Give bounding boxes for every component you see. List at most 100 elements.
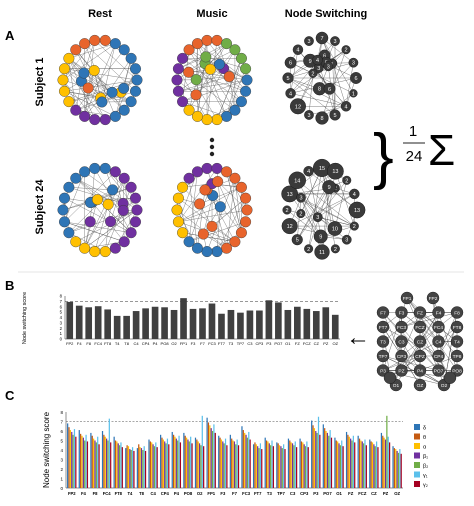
network-node <box>235 96 247 108</box>
network-node <box>172 216 184 228</box>
brain-node <box>413 335 427 348</box>
switching-node <box>315 31 329 45</box>
bar <box>226 445 228 488</box>
network-edge <box>229 76 236 111</box>
x-tick-label: PZ <box>383 491 389 496</box>
network-node <box>99 114 111 126</box>
network-edge <box>75 178 124 211</box>
x-tick-label: P4 <box>153 341 159 346</box>
network-node <box>229 172 241 184</box>
x-tick-label: FC3 <box>242 491 251 496</box>
bar <box>256 310 263 339</box>
bar <box>72 434 74 488</box>
network-node <box>109 166 121 178</box>
ellipsis-dot <box>209 144 215 150</box>
x-tick-label: CP4 <box>161 491 170 496</box>
bar <box>237 312 244 339</box>
bar <box>187 439 189 488</box>
bar <box>289 440 291 488</box>
bar <box>78 430 80 488</box>
bar <box>129 449 131 488</box>
bar <box>149 441 151 488</box>
switching-node-label: 2 <box>345 178 348 184</box>
bar <box>165 443 167 488</box>
legend-label: β₁ <box>423 454 428 460</box>
bar <box>81 435 83 488</box>
brain-node <box>432 306 445 319</box>
x-tick-label: T3 <box>229 341 234 346</box>
x-tick-label: TP7 <box>277 491 285 496</box>
bar <box>387 436 389 488</box>
network-edge <box>382 312 439 371</box>
network-node <box>63 227 75 239</box>
brain-node <box>432 364 445 377</box>
network-edge <box>94 198 136 252</box>
legend-swatch <box>414 452 420 459</box>
brain-node-network-b: FP1 FP2 F7 F3 FZ F4 F8 FT7 FC3 FCZ FC4 FT8 T3 C3 CZ C4 T… <box>376 291 464 392</box>
bar <box>246 310 254 339</box>
network-edge <box>196 43 198 80</box>
bar <box>235 444 237 488</box>
network-edge <box>321 37 354 63</box>
bar <box>284 449 286 488</box>
network-edge <box>206 178 236 252</box>
x-tick-label: FC4 <box>94 341 102 346</box>
switching-node-label: 13 <box>287 192 293 198</box>
bar <box>324 428 326 488</box>
switching-node-label: 4 <box>345 104 348 110</box>
network-node <box>118 82 130 94</box>
network-rest-subject-24 <box>57 162 143 258</box>
network-node <box>125 96 137 108</box>
ellipsis-dots <box>209 137 215 157</box>
bar <box>161 307 168 339</box>
bar <box>334 437 336 488</box>
bar <box>371 442 374 488</box>
network-edge <box>287 77 336 116</box>
brain-node-label: FP1 <box>403 296 412 302</box>
switching-node-label: 14 <box>294 178 300 184</box>
panel-a-letter: A <box>5 28 15 43</box>
network-node <box>240 192 252 204</box>
bar <box>257 446 259 488</box>
network-edge <box>64 171 85 222</box>
network-node <box>177 227 189 239</box>
network-edge <box>217 181 242 233</box>
network-edge <box>196 76 230 80</box>
bar <box>183 432 185 488</box>
bar <box>148 439 150 488</box>
network-node <box>58 63 70 75</box>
y-tick-label: 6 <box>60 429 63 434</box>
y-tick-label: 3 <box>60 320 63 325</box>
x-tick-label: C4 <box>150 491 156 496</box>
network-edge <box>62 40 95 81</box>
switching-node <box>312 212 323 223</box>
network-node <box>109 38 121 50</box>
network-edge <box>206 40 218 120</box>
switching-node-label: 4 <box>307 169 310 175</box>
x-tick-label: FC4 <box>103 491 112 496</box>
network-edge <box>195 49 236 95</box>
bar <box>98 444 100 488</box>
network-node <box>118 172 130 184</box>
y-axis-label: Node switching score <box>42 411 51 488</box>
bar <box>171 431 173 488</box>
bar <box>249 439 251 488</box>
network-edge <box>297 180 355 227</box>
network-node <box>177 181 189 193</box>
switching-node <box>315 111 329 125</box>
bar <box>177 440 179 488</box>
bar <box>156 447 158 488</box>
network-node <box>102 198 114 210</box>
switching-node-label: 2 <box>285 208 288 214</box>
legend-swatch <box>414 471 420 478</box>
bar <box>75 436 77 488</box>
network-edge <box>68 58 125 111</box>
switching-node-label: 3 <box>327 64 330 70</box>
bar <box>377 447 379 488</box>
bar <box>345 431 348 488</box>
bar <box>352 435 354 488</box>
bar <box>218 435 220 488</box>
bar <box>264 437 266 488</box>
bar <box>242 430 244 488</box>
bar <box>388 442 391 488</box>
